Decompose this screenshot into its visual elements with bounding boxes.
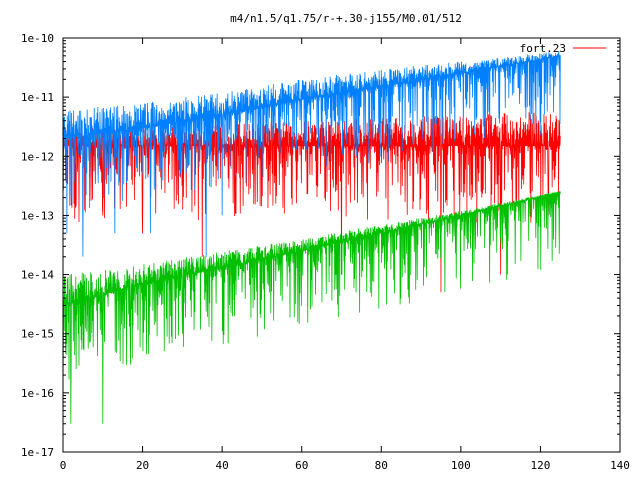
x-tick-label: 60 [295, 459, 308, 472]
y-tick-label: 1e-12 [21, 150, 54, 163]
legend-label: fort.23 [520, 42, 566, 55]
x-tick-label: 140 [610, 459, 630, 472]
series-1 [62, 51, 561, 257]
axes-layer: 0 20 40 60 80 100 120 140 1e-17 1e-16 1e-15 1e-14 1e… [21, 32, 630, 472]
series-line [62, 51, 561, 257]
x-tick-label: 40 [216, 459, 229, 472]
x-tick-label: 0 [60, 459, 67, 472]
x-tick-label: 20 [136, 459, 149, 472]
y-tick-label: 1e-15 [21, 328, 54, 341]
series-line [62, 191, 561, 424]
series-layer [62, 51, 561, 424]
x-tick-label: 80 [375, 459, 388, 472]
y-tick-label: 1e-13 [21, 209, 54, 222]
y-tick-label: 1e-10 [21, 32, 54, 45]
series-2 [62, 191, 561, 424]
plot-frame [62, 37, 621, 453]
y-tick-label: 1e-16 [21, 387, 54, 400]
x-tick-label: 120 [530, 459, 550, 472]
y-tick-label: 1e-11 [21, 91, 54, 104]
legend: fort.23 [520, 42, 606, 55]
x-tick-label: 100 [451, 459, 471, 472]
y-tick-label: 1e-14 [21, 269, 54, 282]
y-tick-label: 1e-17 [21, 446, 54, 459]
chart-title: m4/n1.5/q1.75/r-+.30-j155/M0.01/512 [230, 12, 462, 25]
